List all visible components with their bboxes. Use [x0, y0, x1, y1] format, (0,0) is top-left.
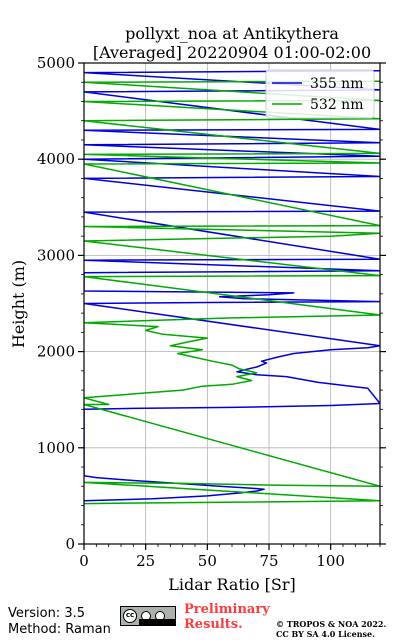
cc-icon: cc	[123, 609, 137, 623]
cc-license-badge: cc	[120, 606, 176, 626]
method-text: Method: Raman	[8, 622, 111, 637]
preliminary-line-1: Preliminary	[184, 602, 270, 617]
y-axis-label: Height (m)	[9, 260, 28, 348]
cc-strip	[139, 619, 175, 625]
x-tick-label-2: 50	[198, 552, 217, 570]
series-line-532-nm	[84, 80, 380, 505]
x-axis-label: Lidar Ratio [Sr]	[168, 575, 296, 594]
y-tick-label-0: 0	[65, 535, 75, 553]
lidar-ratio-chart: pollyxt_noa at Antikythera [Averaged] 20…	[9, 24, 386, 594]
y-tick-label-3: 3000	[37, 246, 75, 264]
legend: 355 nm 532 nm	[265, 69, 375, 119]
copyright-line-2: CC BY SA 4.0 License.	[276, 629, 375, 639]
x-tick-label-3: 75	[259, 552, 278, 570]
series-layer	[84, 69, 380, 505]
chart-subtitle: [Averaged] 20220904 01:00-02:00	[93, 43, 371, 62]
y-tick-label-4: 4000	[37, 150, 75, 168]
preliminary-line-2: Results.	[184, 617, 243, 632]
footer-info: Version: 3.5 Method: Raman	[8, 606, 111, 638]
x-tick-label-0: 0	[79, 552, 89, 570]
chart-title: pollyxt_noa at Antikythera	[125, 24, 339, 43]
legend-label-355: 355 nm	[310, 76, 363, 92]
version-text: Version: 3.5	[8, 606, 85, 621]
legend-label-532: 532 nm	[310, 97, 363, 113]
x-tick-label-4: 100	[316, 552, 345, 570]
preliminary-notice: Preliminary Results.	[184, 602, 270, 632]
x-tick-label-1: 25	[136, 552, 155, 570]
y-tick-label-1: 1000	[37, 439, 75, 457]
legend-box	[265, 69, 375, 119]
y-tick-label-5: 5000	[37, 54, 75, 72]
y-tick-label-2: 2000	[37, 343, 75, 361]
copyright-line-1: © TROPOS & NOA 2022.	[276, 619, 387, 629]
copyright-notice: © TROPOS & NOA 2022. CC BY SA 4.0 Licens…	[276, 619, 386, 639]
series-line-355-nm	[84, 69, 380, 502]
